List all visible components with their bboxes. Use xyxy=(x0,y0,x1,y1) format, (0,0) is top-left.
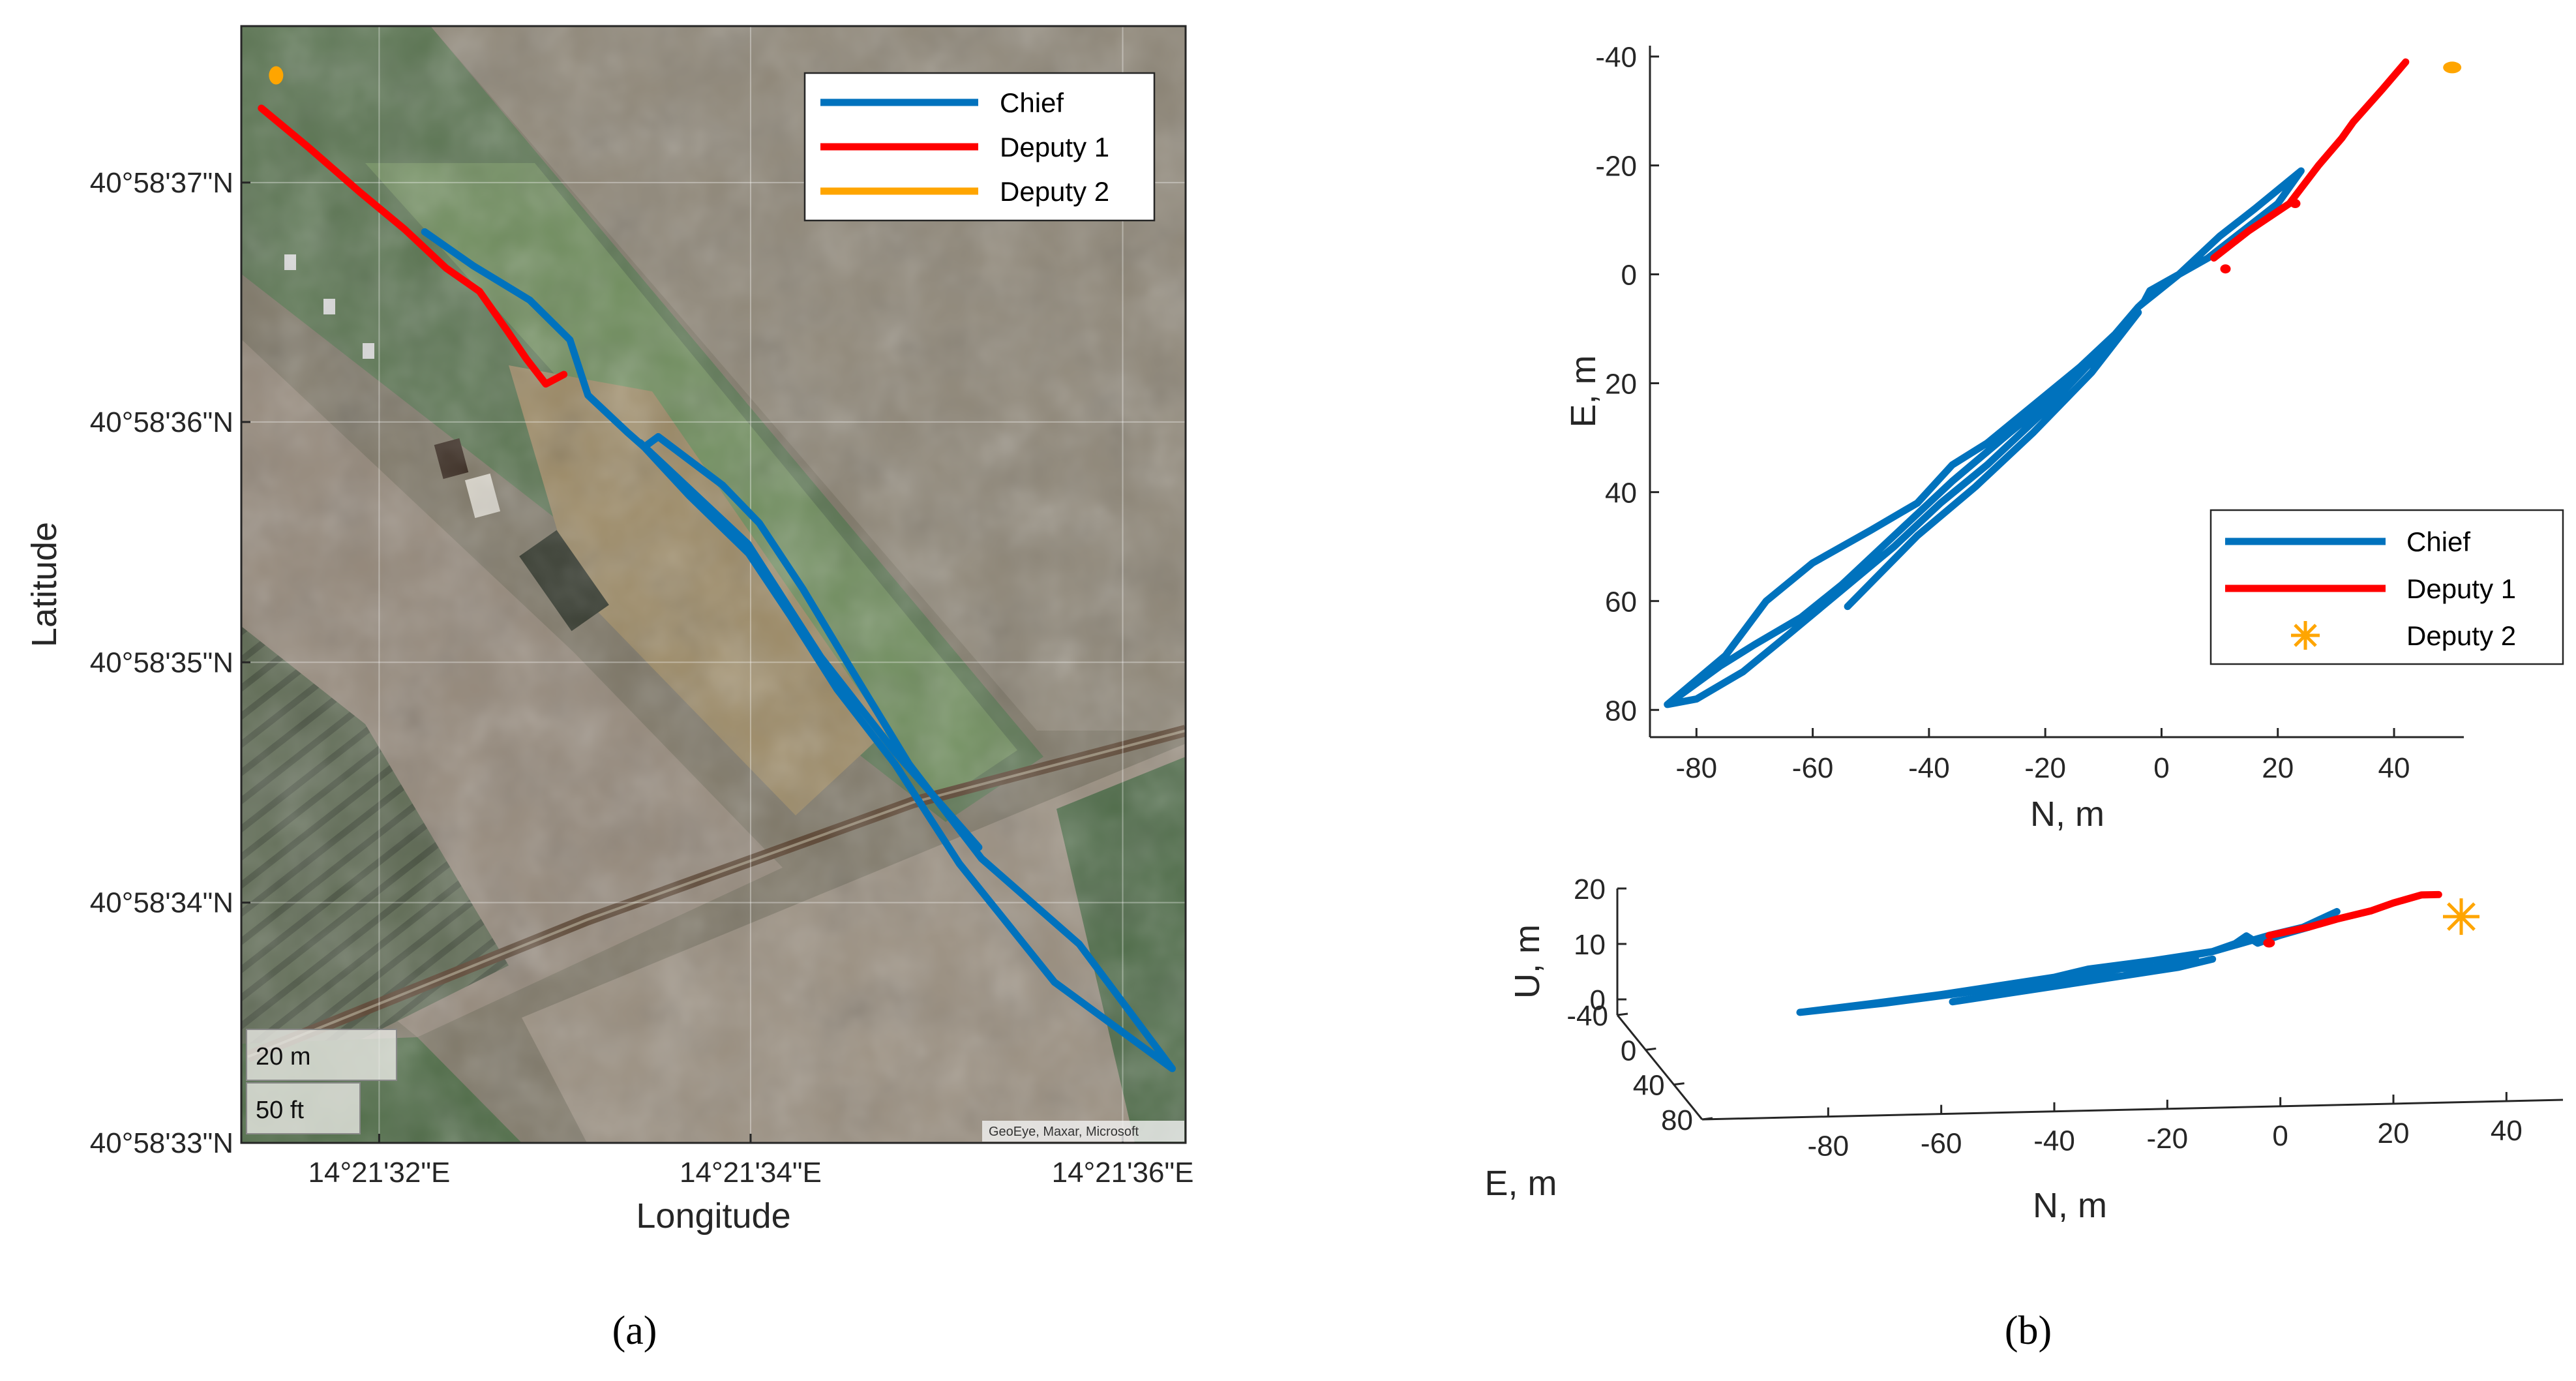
map-credit-text: GeoEye, Maxar, Microsoft xyxy=(989,1125,1139,1139)
panel-b-ne-plot: -80 -60 -40 -20 0 20 40 -40 -20 0 20 40 60 80 N, m E,… xyxy=(1564,42,2564,834)
ne-ytick-label-4: 40 xyxy=(1605,477,1637,509)
ne-xtick-label-1: -60 xyxy=(1792,752,1834,784)
ne-deputy-1-dot-2-pt-1 xyxy=(2290,199,2301,209)
3d-ntick-label-1: -60 xyxy=(1921,1128,1962,1160)
map-frame xyxy=(240,25,1187,1144)
scale-bar-feet: 50 ft xyxy=(256,1097,304,1124)
map-ytick-label-0: 40°58'37"N xyxy=(90,167,233,199)
3d-ntick-label-6: 40 xyxy=(2491,1115,2523,1147)
ne-deputy-1-line-1 xyxy=(2210,58,2410,262)
map-deputy-1-track xyxy=(258,104,568,388)
3d-ntick-label-4: 0 xyxy=(2272,1120,2288,1152)
ne-ytick-label-5: 60 xyxy=(1605,586,1637,618)
3d-etick-3 xyxy=(1701,1117,1713,1121)
ne-xtick-label-0: -80 xyxy=(1676,752,1718,784)
3d-ntick-label-5: 20 xyxy=(2378,1117,2410,1149)
map-ytick-label-3: 40°58'34"N xyxy=(90,887,233,919)
ne-legend-label-chief: Chief xyxy=(2406,526,2470,557)
3d-xlabel: N, m xyxy=(2033,1186,2107,1225)
map-ylabel: Latitude xyxy=(25,522,64,647)
ne-axes: -80 -60 -40 -20 0 20 40 -40 -20 0 20 40 60 80 xyxy=(1595,42,2464,784)
3d-chief-line-0 xyxy=(1796,907,2341,1016)
3d-utick-label-1: 10 xyxy=(1574,929,1606,961)
3d-deputy-1-dot-3-pt-0 xyxy=(2263,938,2275,948)
panel-a-map: 14°21'32"E 14°21'34"E 14°21'36"E 40°58'37"N… xyxy=(25,25,1194,1236)
ne-deputy-2-star-3-pt-0 xyxy=(2443,61,2462,74)
ne-xtick-label-3: -20 xyxy=(2024,752,2066,784)
ne-series xyxy=(1664,58,2462,708)
ne-xlabel: N, m xyxy=(2030,795,2104,834)
3d-deputy-1-line-2 xyxy=(2265,890,2442,939)
panel-label-b: (b) xyxy=(2005,1309,2052,1353)
ne-ytick-label-3: 20 xyxy=(1605,368,1637,400)
3d-elabel: E, m xyxy=(1484,1164,1557,1203)
ne-ytick-label-6: 80 xyxy=(1605,695,1637,727)
3d-chief-line-1 xyxy=(1949,955,2217,1006)
3d-n-axis xyxy=(1701,1099,2564,1121)
ne-xtick-label-4: 0 xyxy=(2153,752,2169,784)
map-ytick-label-1: 40°58'36"N xyxy=(90,406,233,438)
ne-xtick-label-6: 40 xyxy=(2378,752,2410,784)
ne-ytick-label-1: -20 xyxy=(1595,151,1637,183)
map-xtick-label-1: 14°21'34"E xyxy=(680,1157,822,1189)
3d-ylabel: U, m xyxy=(1508,924,1547,999)
ne-xtick-label-2: -40 xyxy=(1908,752,1950,784)
map-chief-track xyxy=(421,228,1176,1072)
panel-label-a: (a) xyxy=(612,1309,657,1353)
3d-ntick-label-0: -80 xyxy=(1808,1131,1850,1162)
3d-etick-1 xyxy=(1645,1047,1656,1051)
ne-legend-label-deputy-2: Deputy 2 xyxy=(2406,620,2516,651)
3d-etick-2 xyxy=(1673,1082,1685,1086)
3d-etick-label-0: -40 xyxy=(1566,1000,1608,1032)
ne-legend-star-deputy-2 xyxy=(2291,621,2320,650)
3d-etick-label-2: 40 xyxy=(1633,1070,1665,1102)
map-xtick-label-0: 14°21'32"E xyxy=(308,1157,451,1189)
map-ticks: 14°21'32"E 14°21'34"E 14°21'36"E 40°58'37"N… xyxy=(90,167,1194,1189)
map-tracks xyxy=(258,66,1176,1072)
map-ytick-label-4: 40°58'33"N xyxy=(90,1127,233,1159)
legend-label-chief: Chief xyxy=(1000,87,1064,118)
map-ytick-label-2: 40°58'35"N xyxy=(90,646,233,678)
map-legend: Chief Deputy 1 Deputy 2 xyxy=(803,72,1156,222)
ne-ylabel: E, m xyxy=(1564,355,1603,427)
ne-deputy-1-dot-2-pt-0 xyxy=(2220,264,2231,274)
legend-label-deputy-1: Deputy 1 xyxy=(1000,132,1109,162)
ne-ytick-label-0: -40 xyxy=(1595,42,1637,74)
ne-legend-label-deputy-1: Deputy 1 xyxy=(2406,573,2516,604)
scale-bar: 20 m 50 ft xyxy=(246,1029,397,1134)
map-deputy-2-track-pt-0 xyxy=(269,66,284,85)
map-xtick-label-2: 14°21'36"E xyxy=(1052,1157,1194,1189)
scale-bar-meters: 20 m xyxy=(256,1043,310,1070)
ne-chief-line-0 xyxy=(1664,167,2305,708)
3d-utick-label-2: 0 xyxy=(1590,984,1606,1016)
3d-ntick-label-2: -40 xyxy=(2033,1125,2075,1157)
3d-ntick-label-3: -20 xyxy=(2147,1123,2189,1155)
legend-label-deputy-2: Deputy 2 xyxy=(1000,176,1109,207)
3d-etick-label-1: 0 xyxy=(1621,1035,1636,1067)
3d-etick-label-3: 80 xyxy=(1661,1104,1693,1136)
3d-series xyxy=(1796,890,2479,1016)
ne-xtick-label-5: 20 xyxy=(2262,752,2294,784)
3d-etick-0 xyxy=(1617,1012,1628,1016)
ne-ytick-label-2: 0 xyxy=(1621,260,1637,292)
3d-utick-label-0: 20 xyxy=(1574,873,1606,905)
map-xlabel: Longitude xyxy=(636,1196,790,1236)
3d-e-axis xyxy=(1616,1014,1703,1120)
ne-legend: Chief Deputy 1 Deputy 2 xyxy=(2209,509,2564,665)
map-credit: GeoEye, Maxar, Microsoft xyxy=(982,1121,1184,1142)
3d-deputy-2-star-4-pt-0 xyxy=(2443,898,2479,935)
